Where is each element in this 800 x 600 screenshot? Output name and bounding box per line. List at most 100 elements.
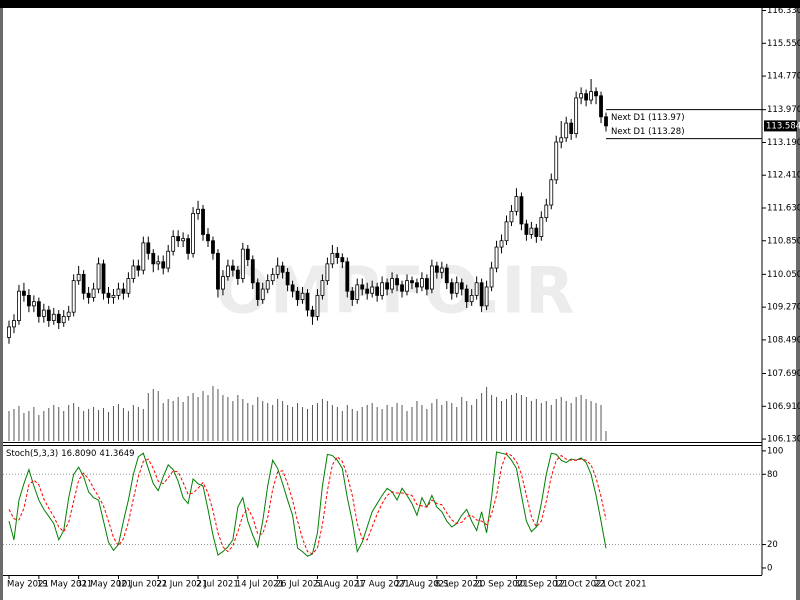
- candle-body: [310, 309, 315, 317]
- candle-body: [549, 179, 554, 206]
- candle-body: [181, 238, 186, 242]
- indicator-name: Stoch(5,3,3): [6, 449, 58, 459]
- candle-body: [489, 267, 494, 288]
- right-border: [796, 8, 800, 600]
- y-tick-label: 110.050: [767, 270, 800, 280]
- x-tick-label: 20 Sep 2021: [475, 580, 529, 590]
- candle-body: [499, 240, 504, 248]
- candle-body: [56, 313, 61, 324]
- y-tick-label: 109.270: [767, 303, 800, 313]
- candle-body: [594, 91, 598, 97]
- candle-body: [265, 280, 270, 290]
- x-tick-label: 22 Jun 2021: [156, 580, 207, 590]
- candle-body: [126, 278, 131, 294]
- candle-body: [494, 246, 499, 269]
- candle-body: [519, 196, 524, 225]
- candle-body: [176, 236, 181, 242]
- x-tick-label: 10 Jun 2021: [116, 580, 167, 590]
- candle-body: [71, 280, 76, 313]
- candle-body: [260, 288, 265, 300]
- candle-body: [380, 282, 385, 296]
- candle-body: [146, 242, 151, 254]
- candle-body: [156, 261, 161, 265]
- x-tick-label: 14 Jul 2021: [236, 580, 284, 590]
- candle-body: [255, 282, 260, 300]
- candle-body: [101, 263, 106, 294]
- candle-body: [559, 137, 564, 143]
- candle-body: [216, 252, 220, 290]
- candle-body: [211, 240, 215, 254]
- y-tick-label: 80: [767, 470, 778, 480]
- x-tick-label: 27 Aug 2021: [395, 580, 449, 590]
- y-tick-label: 115.550: [767, 39, 800, 49]
- projection-label: Next D1 (113.97): [611, 113, 685, 123]
- candle-body: [449, 282, 454, 294]
- left-border: [0, 8, 3, 600]
- candle-body: [66, 311, 71, 317]
- candle-body: [7, 326, 11, 338]
- candle-body: [91, 288, 96, 298]
- candle-body: [26, 294, 31, 307]
- x-tick-label: 31 May 2021: [77, 580, 132, 590]
- candle-body: [350, 290, 355, 300]
- candle-body: [464, 288, 469, 303]
- current-price-box: [764, 120, 797, 132]
- candle-body: [305, 292, 310, 311]
- candle-body: [410, 280, 414, 284]
- candle-body: [131, 265, 136, 279]
- candle-body: [245, 248, 250, 261]
- candle-body: [604, 116, 608, 127]
- candle-body: [574, 97, 579, 135]
- candle-body: [534, 227, 539, 237]
- x-tick-label: 17 Aug 2021: [355, 580, 409, 590]
- candle-body: [370, 286, 375, 294]
- candle-body: [166, 250, 171, 269]
- candle-body: [41, 309, 46, 317]
- projection-label: Next D1 (113.28): [611, 127, 685, 137]
- candle-body: [22, 290, 26, 296]
- x-tick-label: 5 Aug 2021: [315, 580, 364, 590]
- candle-body: [335, 252, 340, 258]
- candle-body: [474, 282, 479, 296]
- x-tick-label: 30 Sep 2021: [514, 580, 568, 590]
- y-tick-label: 116.330: [767, 6, 800, 16]
- candle-body: [469, 294, 474, 303]
- candle-body: [151, 252, 156, 265]
- candle-body: [365, 288, 370, 294]
- y-tick-label: 106.910: [767, 402, 800, 412]
- candle-body: [360, 284, 365, 290]
- candle-body: [76, 273, 81, 282]
- candle-body: [196, 208, 200, 214]
- candle-body: [315, 294, 320, 317]
- candle-body: [235, 269, 240, 279]
- candle-body: [300, 292, 305, 300]
- current-price-label: 113.584: [766, 121, 800, 131]
- candle-body: [390, 278, 394, 290]
- indicator-signal-value: 41.3649: [99, 449, 134, 459]
- candle-body: [345, 261, 350, 292]
- x-tick-label: 12 Oct 2021: [554, 580, 607, 590]
- candle-body: [81, 273, 86, 294]
- candle-body: [17, 290, 21, 321]
- indicator-title: Stoch(5,3,3) 16.8090 41.3649: [6, 449, 135, 459]
- y-tick-label: 20: [767, 540, 778, 550]
- candle-body: [375, 286, 380, 296]
- candle-body: [191, 213, 195, 254]
- candle-body: [295, 290, 300, 300]
- x-tick-label: 26 Jul 2021: [276, 580, 324, 590]
- candle-body: [544, 204, 549, 219]
- x-tick-label: 19 May 2021: [37, 580, 92, 590]
- candle-body: [250, 259, 255, 284]
- candle-body: [564, 122, 569, 139]
- candle-body: [554, 141, 559, 181]
- y-tick-label: 112.410: [767, 171, 800, 181]
- candle-body: [230, 265, 235, 271]
- candle-body: [509, 210, 514, 223]
- candle-body: [355, 284, 360, 300]
- candle-body: [454, 282, 459, 294]
- y-tick-label: 113.190: [767, 138, 800, 148]
- candle-body: [439, 267, 444, 273]
- candle-body: [340, 257, 345, 263]
- y-tick-label: 113.970: [767, 105, 800, 115]
- candle-body: [484, 286, 489, 307]
